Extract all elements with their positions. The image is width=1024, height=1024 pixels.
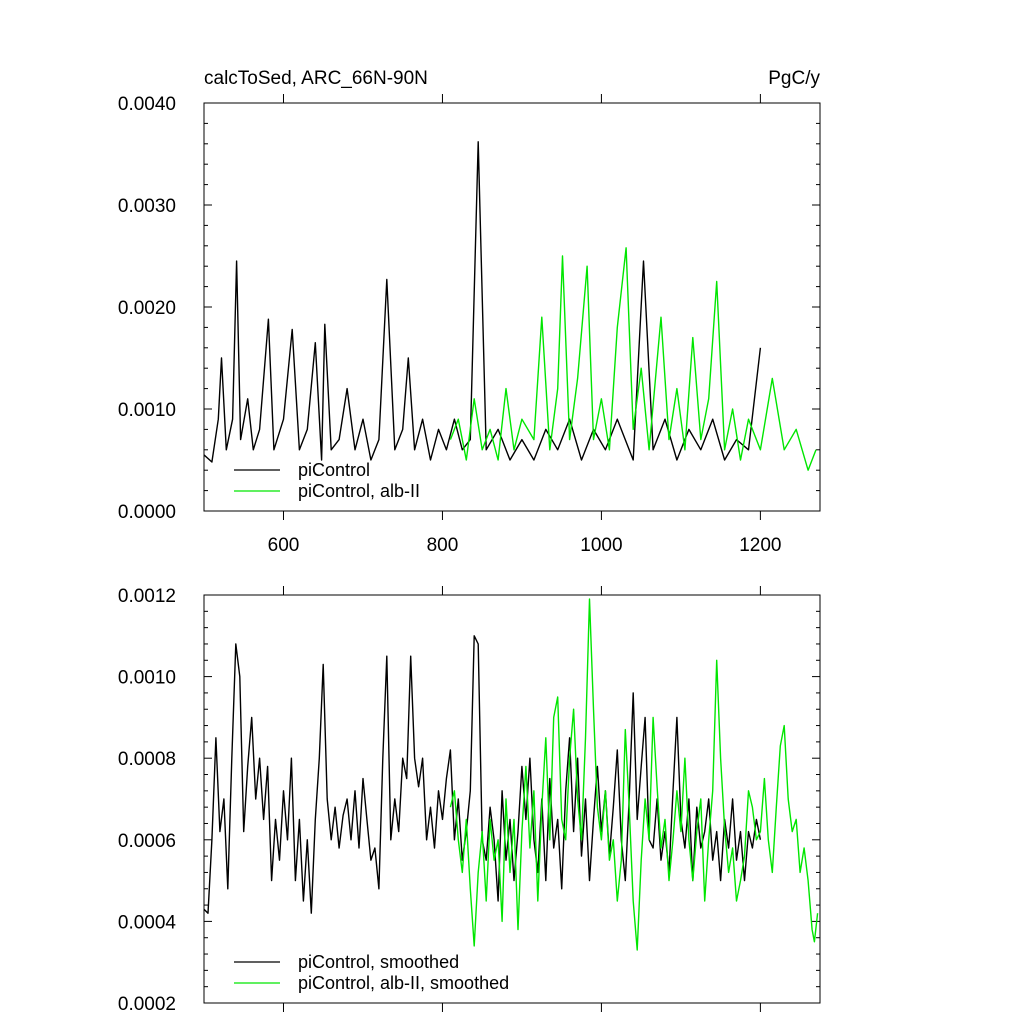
bottom-axis-ticks — [204, 586, 820, 1012]
y-tick-label: 0.0000 — [118, 502, 176, 523]
y-tick-label: 0.0004 — [118, 912, 177, 933]
y-tick-label: 0.0002 — [118, 994, 176, 1015]
x-tick-label: 800 — [427, 535, 459, 556]
y-tick-label: 0.0006 — [118, 831, 176, 852]
x-tick-label: 1000 — [580, 535, 622, 556]
y-tick-label: 0.0040 — [118, 94, 176, 115]
series-line-1 — [449, 598, 819, 951]
legend-label-piControl-smoothed: piControl, smoothed — [298, 952, 459, 972]
panel-bottom: 0.0002 0.0004 0.0006 0.0008 0.0010 0.0012 piC… — [118, 586, 821, 1015]
y-tick-label: 0.0010 — [118, 668, 176, 689]
chart-units: PgC/y — [768, 68, 820, 89]
bottom-series-lines — [204, 598, 819, 951]
y-tick-label: 0.0012 — [118, 586, 176, 607]
series-line-0 — [204, 141, 762, 463]
x-tick-label: 1200 — [739, 535, 781, 556]
series-line-1 — [449, 247, 817, 471]
y-tick-label: 0.0010 — [118, 400, 176, 421]
top-y-tick-labels: 0.0000 0.0010 0.0020 0.0030 0.0040 — [118, 94, 176, 523]
top-x-tick-labels: 600 800 1000 1200 — [268, 535, 782, 556]
top-legend: piControl piControl, alb-II — [234, 460, 420, 501]
bottom-y-tick-labels: 0.0002 0.0004 0.0006 0.0008 0.0010 0.0012 — [118, 586, 177, 1015]
legend-label-alb-II-smoothed: piControl, alb-II, smoothed — [298, 973, 509, 993]
chart-title: calcToSed, ARC_66N-90N — [204, 68, 428, 89]
y-tick-label: 0.0030 — [118, 196, 176, 217]
top-plot-frame — [203, 102, 821, 512]
panel-top: calcToSed, ARC_66N-90N PgC/y 0.0000 0.001… — [118, 68, 821, 556]
bottom-legend: piControl, smoothed piControl, alb-II, s… — [234, 952, 509, 993]
y-tick-label: 0.0020 — [118, 298, 176, 319]
legend-label-piControl: piControl — [298, 460, 370, 480]
top-series-lines — [204, 141, 817, 471]
x-tick-label: 600 — [268, 535, 300, 556]
legend-label-alb-II: piControl, alb-II — [298, 481, 420, 501]
bottom-plot-frame — [203, 594, 821, 1004]
y-tick-label: 0.0008 — [118, 749, 176, 770]
